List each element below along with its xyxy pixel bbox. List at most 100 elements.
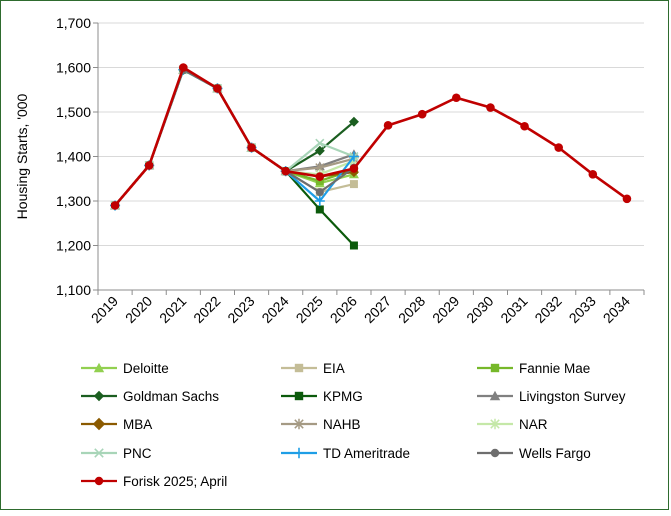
data-point — [281, 166, 290, 176]
y-tick-label: 1,700 — [56, 15, 91, 31]
legend-label: TD Ameritrade — [323, 446, 410, 461]
y-tick-label: 1,600 — [56, 60, 91, 76]
legend-item: Wells Fargo — [477, 446, 591, 461]
legend-item: Deloitte — [81, 361, 169, 376]
legend-item: NAR — [477, 417, 548, 432]
data-point — [383, 121, 393, 130]
series-wells-fargo — [111, 65, 358, 210]
x-tick-label: 2022 — [190, 293, 223, 326]
series-deloitte — [110, 64, 359, 210]
data-point — [349, 180, 358, 189]
x-tick-label: 2026 — [327, 293, 360, 326]
data-point — [94, 476, 104, 486]
data-point — [348, 151, 359, 162]
data-point — [315, 172, 325, 181]
data-point — [93, 362, 105, 373]
data-point — [293, 447, 305, 459]
data-point — [213, 84, 222, 93]
gridlines — [98, 22, 644, 246]
x-tick-label: 2028 — [395, 293, 428, 326]
data-point — [520, 121, 529, 131]
legend-item: PNC — [81, 446, 152, 461]
legend-label: Forisk 2025; April — [123, 474, 227, 489]
data-point — [554, 143, 563, 152]
series-kpmg — [111, 65, 358, 250]
x-tick-labels: 2019 2020 2021 2022 2023 2024 2025 2026 2027 2028… — [88, 293, 633, 326]
legend-label: Wells Fargo — [519, 446, 591, 461]
legend-label: Fannie Mae — [519, 361, 590, 376]
series-livingston-survey — [110, 64, 359, 210]
y-tick-labels: 1,100 1,200 1,300 1,400 1,500 1,600 1,700 — [56, 15, 91, 298]
y-axis-label: Housing Starts, '000 — [14, 93, 30, 219]
data-point — [294, 391, 304, 401]
legend-item: Livingston Survey — [477, 389, 626, 404]
data-point — [247, 143, 256, 152]
x-tick-label: 2025 — [293, 293, 326, 326]
x-tick-label: 2023 — [224, 293, 257, 326]
legend-label: Goldman Sachs — [123, 389, 219, 404]
legend-label: PNC — [123, 446, 152, 461]
data-point — [94, 448, 104, 458]
series-forisk-2025-april — [110, 63, 632, 210]
x-tick-label: 2019 — [88, 293, 121, 326]
data-point — [588, 170, 598, 179]
y-tick-label: 1,100 — [56, 282, 91, 298]
series-group — [110, 63, 632, 250]
data-point — [348, 116, 359, 127]
data-point — [315, 138, 325, 148]
legend-item: MBA — [81, 417, 152, 432]
data-point — [490, 363, 500, 373]
axes — [93, 22, 645, 295]
data-point — [315, 205, 324, 214]
data-point — [110, 201, 120, 210]
x-tick-label: 2027 — [361, 293, 394, 326]
x-tick-label: 2021 — [156, 293, 189, 326]
y-tick-label: 1,500 — [56, 104, 91, 120]
data-point — [92, 417, 106, 431]
legend-item: Forisk 2025; April — [81, 474, 227, 489]
x-tick-label: 2024 — [258, 293, 291, 326]
series-line — [114, 66, 628, 207]
data-point — [314, 196, 325, 206]
data-point — [93, 390, 105, 402]
x-tick-label: 2029 — [429, 293, 462, 326]
legend: Deloitte EIA Fannie Mae Goldman Sachs KPMG Li… — [81, 361, 626, 489]
data-point — [490, 418, 500, 430]
legend-label: KPMG — [323, 389, 363, 404]
data-point — [179, 63, 188, 72]
series-eia — [111, 65, 358, 210]
y-tick-label: 1,300 — [56, 193, 91, 209]
data-point — [144, 161, 154, 170]
legend-label: EIA — [323, 361, 345, 376]
data-point — [452, 93, 461, 103]
legend-item: Goldman Sachs — [81, 389, 219, 404]
x-tick-label: 2032 — [531, 293, 564, 326]
y-tick-label: 1,400 — [56, 149, 91, 165]
legend-item: Fannie Mae — [477, 361, 590, 376]
series-pnc — [110, 65, 359, 211]
series-fannie-mae — [111, 65, 358, 210]
data-point — [349, 241, 358, 250]
data-point — [486, 103, 495, 112]
data-point — [417, 109, 427, 119]
legend-label: NAR — [519, 417, 548, 432]
legend-label: Livingston Survey — [519, 389, 626, 404]
data-point — [314, 145, 325, 156]
data-point — [622, 194, 632, 204]
data-point — [294, 363, 304, 373]
data-point — [489, 390, 501, 401]
x-tick-label: 2033 — [566, 293, 599, 326]
x-tick-label: 2034 — [600, 293, 633, 326]
legend-item: EIA — [281, 361, 345, 376]
legend-label: NAHB — [323, 417, 361, 432]
data-point — [315, 188, 324, 197]
data-point — [349, 164, 359, 173]
legend-label: Deloitte — [123, 361, 169, 376]
x-tick-label: 2030 — [463, 293, 496, 326]
data-point — [294, 418, 304, 430]
legend-label: MBA — [123, 417, 152, 432]
legend-item: NAHB — [281, 417, 361, 432]
legend-item: TD Ameritrade — [281, 446, 410, 461]
